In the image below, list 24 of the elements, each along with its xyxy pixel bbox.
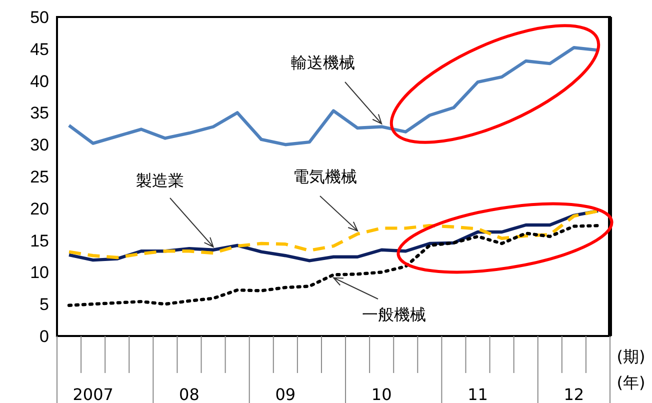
- y-tick-label: 25: [30, 168, 49, 187]
- y-tick-label: 0: [40, 327, 49, 346]
- y-tick-label: 40: [30, 72, 49, 91]
- y-tick-label: 30: [30, 136, 49, 155]
- y-tick-label: 35: [30, 104, 49, 123]
- line-series: [67, 224, 600, 307]
- x-axis-title: (年): [616, 373, 646, 392]
- series-label: 一般機械: [362, 305, 426, 324]
- y-tick-label: 50: [30, 8, 49, 28]
- y-tick-label: 10: [30, 263, 49, 282]
- text: 電気機械: [293, 167, 357, 186]
- y-tick-label: 15: [30, 231, 49, 250]
- x-tick-label: 2007: [72, 385, 114, 403]
- y-tick-label: 45: [30, 40, 49, 59]
- text: 輸送機械: [291, 53, 355, 72]
- x-tick-label: 10: [371, 385, 392, 403]
- x-tick-label: 12: [564, 385, 584, 403]
- text: 製造業: [136, 171, 184, 190]
- x-tick-label: 11: [468, 385, 488, 403]
- x-tick-label: 08: [179, 385, 200, 403]
- y-tick-label: 20: [30, 199, 49, 218]
- text: (期): [616, 347, 646, 366]
- y-tick-label: 5: [40, 295, 49, 314]
- x-tick-label: 09: [275, 385, 296, 403]
